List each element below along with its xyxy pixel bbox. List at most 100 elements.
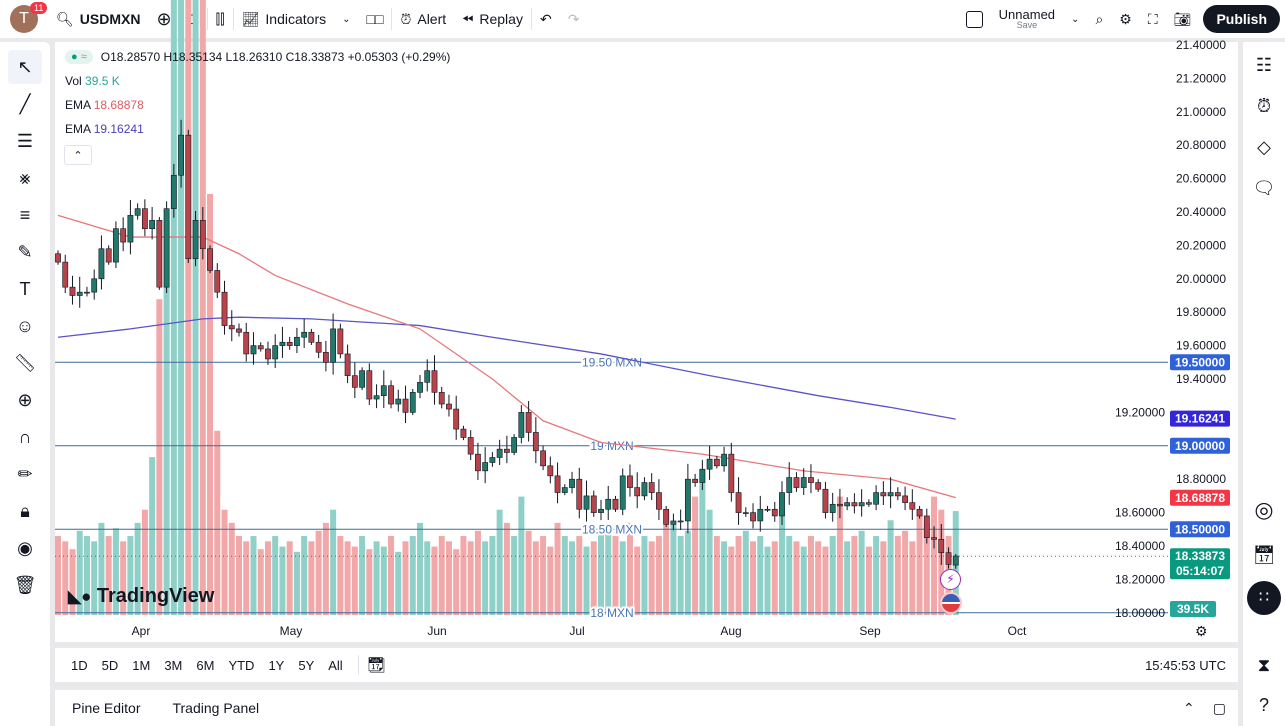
candle-body	[279, 341, 286, 346]
chart-type-button[interactable]: ⫿⫿	[208, 0, 233, 38]
ruler-tool[interactable]: 📏︎	[8, 346, 42, 380]
candle-body	[627, 475, 633, 488]
range-3m[interactable]: 3M	[164, 657, 183, 673]
range-6m[interactable]: 6M	[196, 657, 215, 673]
tab-pine-editor[interactable]: Pine Editor	[72, 700, 141, 716]
cursor-tool[interactable]: ↖	[8, 50, 42, 84]
compare-button[interactable]: ⊕	[148, 0, 179, 38]
ema-fast-legend[interactable]: EMA 18.68878	[65, 98, 144, 112]
collapse-legend-button[interactable]: ⌃	[64, 145, 92, 165]
range-5d[interactable]: 5D	[101, 657, 119, 673]
market-status[interactable]: ● ≈	[65, 50, 93, 64]
candle-body	[931, 537, 937, 540]
candle	[236, 323, 242, 337]
volume-legend[interactable]: Vol 39.5 K	[65, 74, 120, 88]
candle-body	[84, 291, 90, 294]
undo-button[interactable]: ↶	[532, 0, 560, 38]
time-tick: Aug	[720, 624, 741, 638]
volume-bar	[583, 546, 590, 615]
indicators-dropdown[interactable]: ⌄	[334, 0, 358, 38]
ema-slow-legend[interactable]: EMA 19.16241	[65, 122, 144, 136]
alert-button[interactable]: ⏰︎ Alert	[400, 10, 447, 28]
projection-tool[interactable]: ≡	[8, 198, 42, 232]
layout-name-button[interactable]: Unnamed Save	[998, 7, 1056, 30]
price-tick: 21.00000	[1176, 105, 1226, 119]
candle-body	[851, 502, 858, 507]
last-price-tag-bg	[1170, 548, 1230, 580]
calendar-button[interactable]: 📅︎	[1249, 540, 1279, 570]
us-economic-event-icon[interactable]	[940, 592, 962, 614]
axis-settings-icon[interactable]: ⚙︎	[1195, 623, 1208, 639]
indicators-button[interactable]: 📈︎ Indicators	[241, 10, 327, 28]
layout-dropdown[interactable]: ⌄	[1063, 0, 1087, 38]
tab-trading-panel[interactable]: Trading Panel	[172, 700, 260, 716]
collapse-panel-button[interactable]: ⌃	[1183, 699, 1195, 716]
price-tick: 20.80000	[1176, 138, 1226, 152]
signals-button[interactable]: ◎	[1249, 495, 1279, 525]
apps-button[interactable]: ∷	[1247, 581, 1281, 615]
help-button[interactable]: ?	[1249, 690, 1279, 720]
replay-button[interactable]: ⏪︎ Replay	[462, 10, 523, 28]
clock[interactable]: 15:45:53 UTC	[1145, 657, 1226, 673]
layout-toggle[interactable]	[958, 0, 991, 38]
pattern-tool[interactable]: ⨳	[8, 161, 42, 195]
brush-tool[interactable]: ✎	[8, 235, 42, 269]
alerts-button[interactable]: ⏰︎	[1249, 91, 1279, 121]
range-1m[interactable]: 1M	[132, 657, 151, 673]
hide-tool[interactable]: ◉	[8, 531, 42, 565]
maximize-panel-button[interactable]: ▢	[1212, 699, 1226, 716]
candle	[322, 340, 329, 372]
candle-body	[750, 512, 756, 522]
fib-tool[interactable]: ☰	[8, 124, 42, 158]
stay-drawing-tool[interactable]: ✏	[8, 457, 42, 491]
volume-bar	[337, 536, 344, 615]
price-tick: 20.20000	[1176, 238, 1226, 252]
object-tree-button[interactable]: ◇	[1249, 132, 1279, 162]
flash-event-icon[interactable]: ⚡︎	[940, 569, 961, 590]
fullscreen-button[interactable]: ⛶	[1140, 0, 1166, 38]
range-1y[interactable]: 1Y	[268, 657, 285, 673]
volume-bar	[750, 541, 757, 615]
candle	[757, 495, 764, 532]
range-all[interactable]: All	[328, 657, 343, 673]
candle-body	[134, 208, 141, 216]
snapshot-button[interactable]: 📷︎	[1166, 0, 1200, 38]
alarm-icon: ⏰︎	[400, 10, 412, 27]
magnet-tool[interactable]: ∩	[8, 420, 42, 454]
publish-button[interactable]: Publish	[1203, 5, 1280, 33]
range-ytd[interactable]: YTD	[228, 657, 255, 673]
candle-body	[286, 341, 293, 346]
volume-bar	[272, 536, 279, 615]
volume-bar	[598, 530, 604, 615]
goto-date-icon[interactable]: 📆︎	[366, 657, 386, 674]
chats-button[interactable]: 🗨︎	[1249, 173, 1279, 203]
symbol-search[interactable]: 🔍︎ USDMXN	[56, 10, 141, 28]
volume-bar	[822, 546, 829, 615]
top-toolbar: 🔍︎USDMXN ⊕ D ⫿⫿ 📈︎Indicators ⌄ □□ ⏰︎Aler…	[0, 0, 1285, 38]
text-tool[interactable]: T	[8, 272, 42, 306]
time-tick: Sep	[859, 624, 881, 638]
volume-bar	[243, 541, 250, 615]
watchlist-button[interactable]: ☷	[1249, 50, 1279, 80]
broadcast-button[interactable]: ⧗	[1249, 650, 1279, 680]
remove-drawings[interactable]: 🗑︎	[8, 568, 42, 602]
candle	[351, 362, 358, 399]
search-icon: 🔍︎	[56, 10, 74, 27]
lock-tool[interactable]: 🔒︎	[8, 494, 42, 528]
quick-search-button[interactable]: ⌕	[1087, 0, 1111, 38]
candle-body	[909, 502, 916, 510]
candle-body	[684, 478, 691, 522]
candle	[373, 384, 380, 409]
trendline-tool[interactable]: ╱	[8, 87, 42, 121]
layouts-button[interactable]: □□	[359, 0, 392, 38]
volume-bar	[612, 536, 619, 615]
range-1d[interactable]: 1D	[71, 657, 88, 673]
candle	[503, 435, 510, 464]
range-5y[interactable]: 5Y	[298, 657, 315, 673]
redo-button[interactable]: ↷	[560, 0, 588, 38]
emoji-tool[interactable]: ☺	[8, 309, 42, 343]
settings-button[interactable]: ⚙︎	[1111, 0, 1140, 38]
candle-body	[605, 498, 612, 510]
zoom-tool[interactable]: ⊕	[8, 383, 42, 417]
